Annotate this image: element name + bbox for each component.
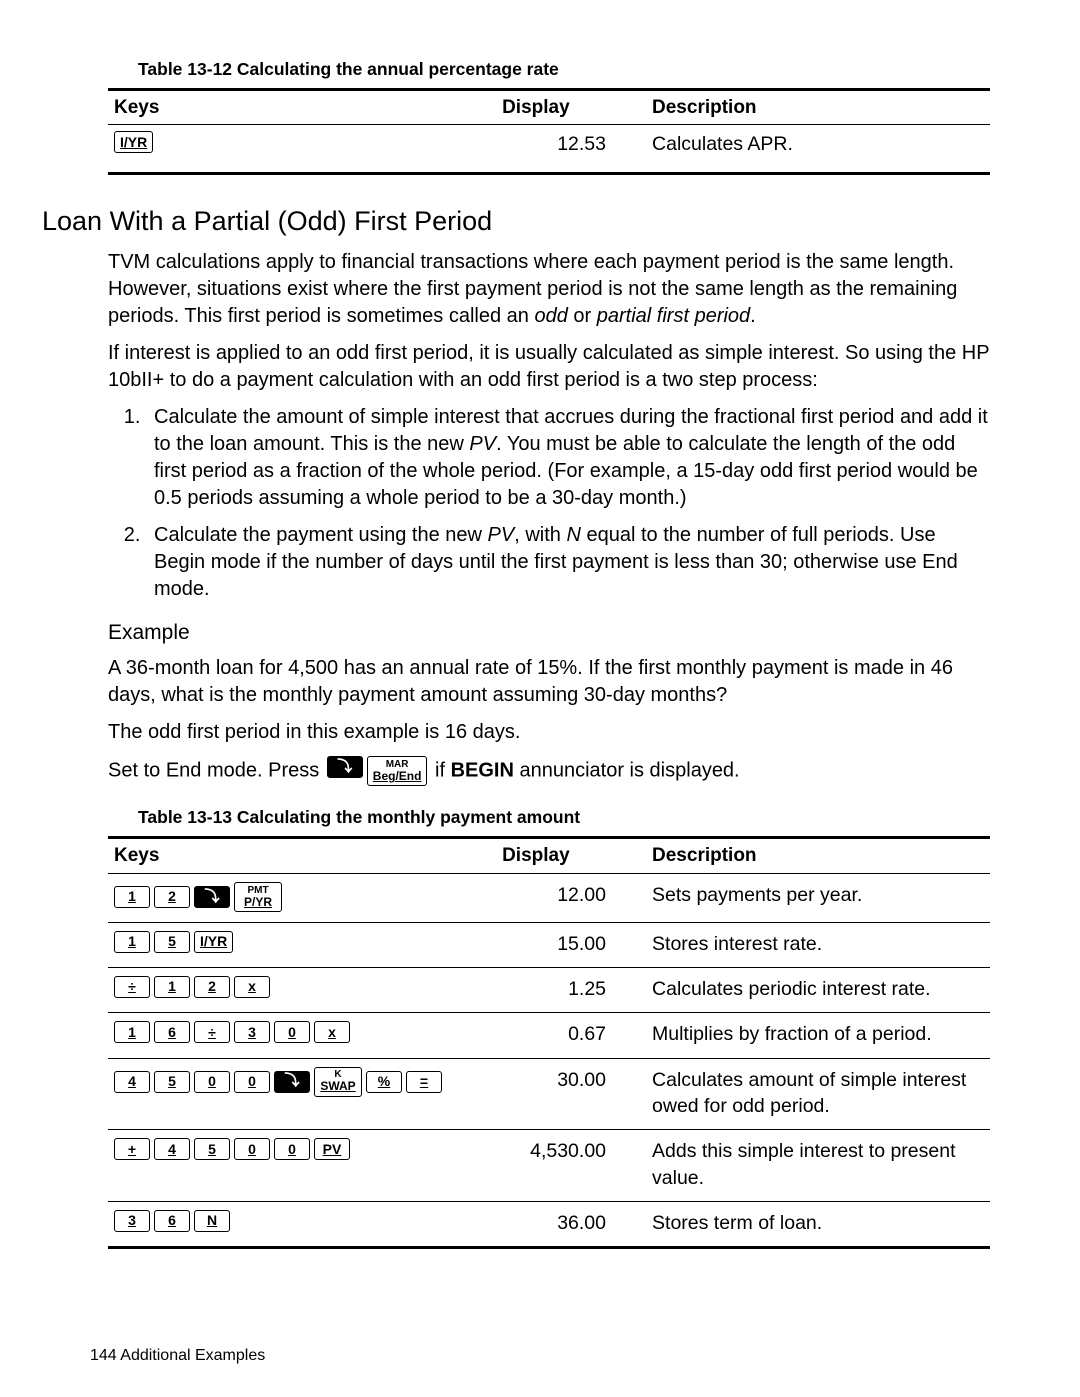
para1c: . (750, 305, 756, 327)
keys-cell: 16÷30x (108, 1013, 496, 1058)
para1: TVM calculations apply to financial tran… (108, 249, 990, 330)
page-footer: 144 Additional Examples (90, 1345, 265, 1367)
calc-key: x (234, 976, 270, 998)
desc-cell: Sets payments per year. (646, 873, 990, 922)
calc-key: 1 (114, 931, 150, 953)
stacked-key: PMTP/YR (234, 882, 282, 912)
example-para: A 36-month loan for 4,500 has an annual … (108, 655, 990, 709)
th2-display: Display (496, 837, 646, 873)
display-cell: 30.00 (496, 1058, 646, 1130)
th-keys: Keys (108, 89, 496, 125)
inline-keys: ⤵MARBeg/End (327, 756, 428, 786)
calc-key: 6 (154, 1021, 190, 1043)
calc-key: 0 (274, 1021, 310, 1043)
display-cell: 0.67 (496, 1013, 646, 1058)
calc-key: 3 (234, 1021, 270, 1043)
calc-key: x (314, 1021, 350, 1043)
calc-key: 1 (114, 886, 150, 908)
table12-caption: Table 13-12 Calculating the annual perce… (138, 58, 990, 82)
para1-em2: partial first period (597, 305, 750, 327)
display-cell: 36.00 (496, 1201, 646, 1247)
desc-cell: Calculates amount of simple interest owe… (646, 1058, 990, 1130)
desc-cell: Stores interest rate. (646, 922, 990, 967)
para2: If interest is applied to an odd first p… (108, 340, 990, 394)
table13-caption: Table 13-13 Calculating the monthly paym… (138, 806, 990, 830)
para1-em1: odd (534, 305, 567, 327)
calc-key: 0 (274, 1138, 310, 1160)
para1b: or (568, 305, 597, 327)
footer-page: 144 (90, 1347, 117, 1364)
footer-text: Additional Examples (117, 1347, 266, 1364)
table12: Keys Display Description I/YR 12.53Calcul… (108, 88, 990, 175)
set-end-para: Set to End mode. Press ⤵MARBeg/End if BE… (108, 756, 990, 786)
desc-cell: Multiplies by fraction of a period. (646, 1013, 990, 1058)
calc-key: 3 (114, 1210, 150, 1232)
th2-keys: Keys (108, 837, 496, 873)
set-end-a: Set to End mode. Press (108, 760, 325, 782)
calc-key: + (114, 1138, 150, 1160)
set-end-c: annunciator is displayed. (514, 760, 740, 782)
display-cell: 1.25 (496, 967, 646, 1012)
keys-cell: 15I/YR (108, 922, 496, 967)
shift-key: ⤵ (194, 886, 230, 908)
step2: Calculate the payment using the new PV, … (146, 522, 990, 603)
steps-list: Calculate the amount of simple interest … (132, 404, 990, 603)
keys-cell: 36N (108, 1201, 496, 1247)
calc-key: 2 (194, 976, 230, 998)
step2b: , with (514, 524, 566, 546)
calc-key: 5 (154, 1071, 190, 1093)
th-desc: Description (646, 89, 990, 125)
table13: Keys Display Description 12⤵PMTP/YR12.00… (108, 836, 990, 1249)
calc-key: 0 (194, 1071, 230, 1093)
keys-cell: 4500⤵KSWAP%= (108, 1058, 496, 1130)
calc-key: 4 (114, 1071, 150, 1093)
keys-cell: 12⤵PMTP/YR (108, 873, 496, 922)
keys-cell: ÷12x (108, 967, 496, 1012)
shift-key: ⤵ (327, 756, 363, 778)
step2-em1: PV (488, 524, 515, 546)
th-display: Display (496, 89, 646, 125)
calc-key: 6 (154, 1210, 190, 1232)
step2a: Calculate the payment using the new (154, 524, 488, 546)
begin-word: BEGIN (451, 760, 514, 782)
stacked-key: KSWAP (314, 1067, 362, 1097)
calc-key: 1 (114, 1021, 150, 1043)
calc-key: PV (314, 1138, 350, 1160)
keys-cell: +4500PV (108, 1130, 496, 1202)
desc-cell: Calculates periodic interest rate. (646, 967, 990, 1012)
display-cell: 12.00 (496, 873, 646, 922)
calc-key: N (194, 1210, 230, 1232)
calc-key: I/YR (194, 931, 233, 953)
step2-em2: N (566, 524, 580, 546)
desc-cell: Adds this simple interest to present val… (646, 1130, 990, 1202)
step1-em: PV (469, 433, 496, 455)
th2-desc: Description (646, 837, 990, 873)
calc-key: I/YR (114, 131, 153, 153)
calc-key: 0 (234, 1138, 270, 1160)
para1a: TVM calculations apply to financial tran… (108, 251, 957, 327)
calc-key: 0 (234, 1071, 270, 1093)
calc-key: 4 (154, 1138, 190, 1160)
odd-para: The odd first period in this example is … (108, 719, 990, 746)
display-cell: 12.53 (496, 125, 646, 173)
calc-key: 5 (154, 931, 190, 953)
calc-key: % (366, 1071, 402, 1093)
example-heading: Example (108, 619, 990, 647)
section-heading: Loan With a Partial (Odd) First Period (42, 203, 990, 239)
calc-key: ÷ (194, 1021, 230, 1043)
calc-key: 1 (154, 976, 190, 998)
calc-key: = (406, 1071, 442, 1093)
desc-cell: Stores term of loan. (646, 1201, 990, 1247)
display-cell: 15.00 (496, 922, 646, 967)
step1: Calculate the amount of simple interest … (146, 404, 990, 512)
set-end-b: if (435, 760, 451, 782)
calc-key: 2 (154, 886, 190, 908)
calc-key: ÷ (114, 976, 150, 998)
display-cell: 4,530.00 (496, 1130, 646, 1202)
keys-cell: I/YR (108, 125, 496, 173)
calc-key: 5 (194, 1138, 230, 1160)
stacked-key: MARBeg/End (367, 756, 428, 786)
shift-key: ⤵ (274, 1071, 310, 1093)
desc-cell: Calculates APR. (646, 125, 990, 173)
